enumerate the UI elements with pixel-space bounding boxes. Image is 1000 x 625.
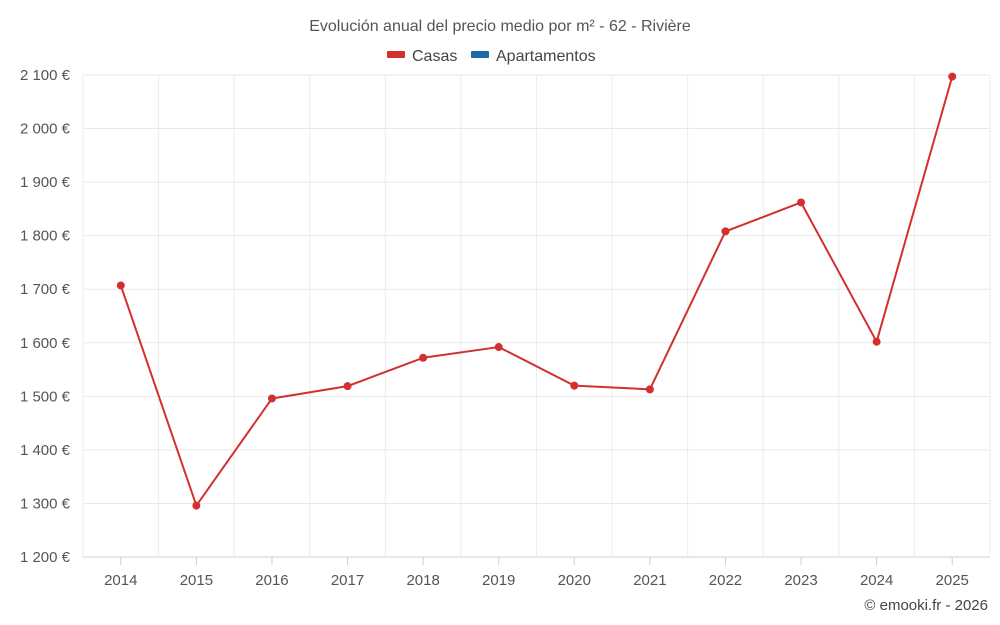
x-tick-label: 2015 (180, 572, 213, 589)
legend-swatch-apartamentos (471, 51, 489, 58)
grid-lines (82, 74, 991, 558)
series-line-casas (119, 76, 954, 507)
x-tick-label: 2022 (709, 572, 742, 589)
data-point[interactable] (267, 394, 276, 403)
x-tick-label: 2014 (104, 572, 137, 589)
y-tick-label: 1 400 € (20, 442, 71, 459)
y-tick-label: 2 000 € (20, 121, 71, 138)
data-point[interactable] (116, 281, 125, 290)
y-tick-label: 1 800 € (20, 228, 71, 245)
data-point[interactable] (343, 382, 352, 391)
data-point[interactable] (797, 198, 806, 207)
legend-swatch-casas (387, 51, 405, 58)
data-point[interactable] (192, 501, 201, 510)
y-tick-label: 1 900 € (20, 174, 71, 191)
x-tick-label: 2021 (633, 572, 666, 589)
x-tick-label: 2024 (860, 572, 893, 589)
x-tick-label: 2023 (784, 572, 817, 589)
data-point[interactable] (872, 337, 881, 346)
y-axis: 1 200 € 1 300 € 1 400 € 1 500 € 1 600 € 1 700… (20, 67, 71, 566)
chart-title: Evolución anual del precio medio por m² … (309, 18, 691, 35)
x-tick-label: 2020 (558, 572, 591, 589)
y-tick-label: 1 700 € (20, 281, 71, 298)
data-point[interactable] (721, 227, 730, 236)
y-tick-label: 1 500 € (20, 388, 71, 405)
x-tick-label: 2025 (936, 572, 969, 589)
y-tick-label: 2 100 € (20, 67, 71, 84)
y-tick-label: 1 200 € (20, 549, 71, 566)
legend-label-casas: Casas (412, 48, 457, 65)
x-tick-label: 2018 (406, 572, 439, 589)
data-point[interactable] (419, 353, 428, 362)
data-point[interactable] (570, 381, 579, 390)
data-point[interactable] (645, 385, 654, 394)
x-tick-label: 2017 (331, 572, 364, 589)
series-casas (116, 72, 957, 510)
y-tick-label: 1 300 € (20, 495, 71, 512)
legend-item-apartamentos[interactable]: Apartamentos (471, 48, 596, 65)
x-axis: 2014 2015 2016 2017 2018 2019 2020 2021 2022 2023… (104, 557, 969, 589)
data-point[interactable] (948, 72, 957, 81)
chart-legend: Casas Apartamentos (387, 48, 596, 65)
y-tick-label: 1 600 € (20, 335, 71, 352)
legend-item-casas[interactable]: Casas (387, 48, 457, 65)
legend-label-apartamentos: Apartamentos (496, 48, 596, 65)
data-point[interactable] (494, 343, 503, 352)
credit-text: © emooki.fr - 2026 (864, 597, 988, 614)
x-tick-label: 2016 (255, 572, 288, 589)
x-tick-label: 2019 (482, 572, 515, 589)
